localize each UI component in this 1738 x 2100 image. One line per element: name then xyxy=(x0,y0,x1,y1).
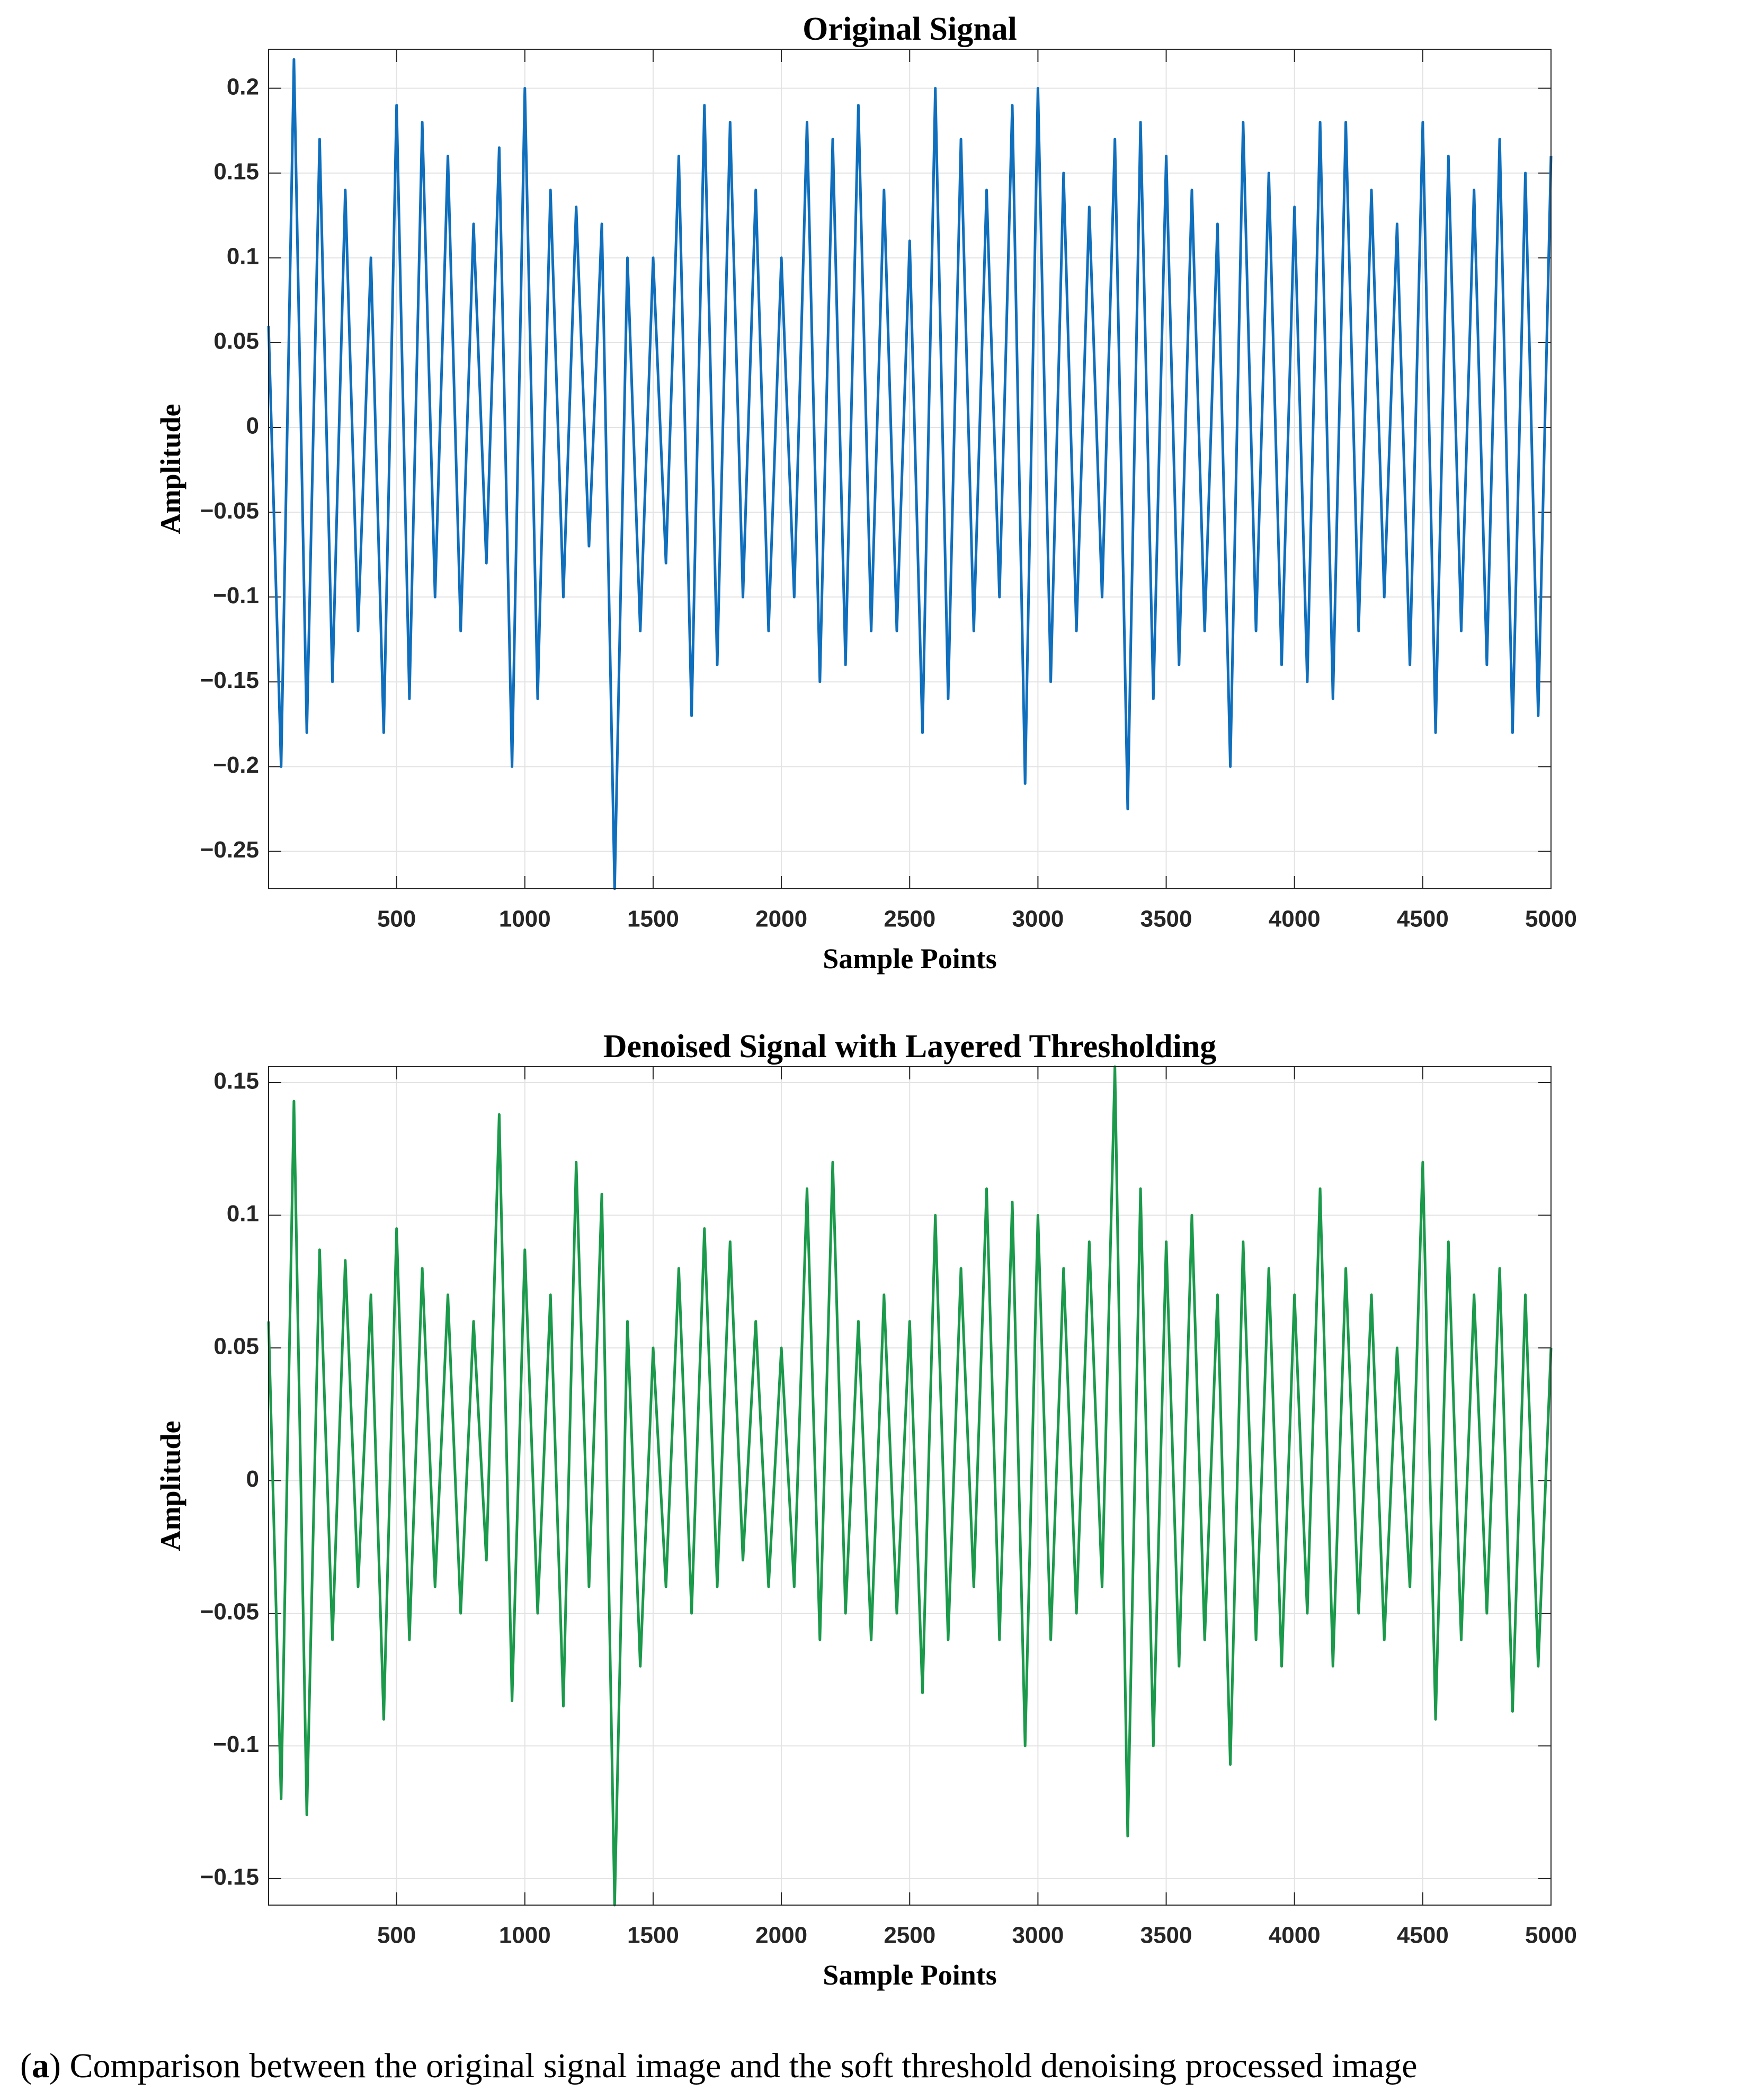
plot-frame xyxy=(268,1066,1552,1906)
x-tick-label: 2500 xyxy=(884,906,935,932)
x-tick-label: 2500 xyxy=(884,1923,935,1949)
y-tick-label: 0.1 xyxy=(227,243,259,269)
y-tick-label: −0.05 xyxy=(200,498,259,524)
y-tick-label: −0.1 xyxy=(213,1731,259,1757)
x-tick-label: 1000 xyxy=(499,906,551,932)
x-tick-label: 4500 xyxy=(1397,906,1449,932)
x-tick-label: 4000 xyxy=(1269,906,1321,932)
x-tick-label: 4000 xyxy=(1269,1923,1321,1949)
x-tick-label: 500 xyxy=(377,1923,416,1949)
y-tick-label: −0.1 xyxy=(213,583,259,609)
x-tick-label: 1500 xyxy=(627,1923,679,1949)
x-tick-label: 4500 xyxy=(1397,1923,1449,1949)
y-tick-label: −0.25 xyxy=(200,837,259,863)
x-axis-label: Sample Points xyxy=(823,1959,997,1991)
chart-title: Original Signal xyxy=(803,11,1017,47)
y-tick-label: −0.05 xyxy=(200,1599,259,1625)
caption: (a) Comparison between the original sign… xyxy=(20,2047,1418,2085)
y-tick-label: −0.15 xyxy=(200,667,259,693)
x-tick-label: 3000 xyxy=(1012,906,1064,932)
x-tick-label: 1500 xyxy=(627,906,679,932)
caption-text: Comparison between the original signal i… xyxy=(69,2047,1417,2085)
y-tick-label: 0.15 xyxy=(213,1068,259,1094)
x-tick-label: 2000 xyxy=(755,906,807,932)
x-tick-label: 5000 xyxy=(1525,906,1577,932)
x-tick-label: 500 xyxy=(377,906,416,932)
caption-label: a xyxy=(32,2047,49,2085)
signal-line xyxy=(267,58,1553,890)
x-tick-label: 1000 xyxy=(499,1923,551,1949)
y-tick-label: 0 xyxy=(246,413,259,439)
x-tick-label: 3000 xyxy=(1012,1923,1064,1949)
y-tick-label: 0.15 xyxy=(213,158,259,184)
y-tick-label: 0.05 xyxy=(213,1334,259,1360)
chart-title: Denoised Signal with Layered Thresholdin… xyxy=(603,1029,1217,1065)
x-tick-label: 2000 xyxy=(755,1923,807,1949)
y-tick-label: 0.05 xyxy=(213,328,259,354)
x-tick-label: 3500 xyxy=(1140,1923,1192,1949)
y-tick-label: 0.1 xyxy=(227,1201,259,1227)
y-tick-label: 0.2 xyxy=(227,74,259,100)
y-axis-label: Amplitude xyxy=(155,404,186,534)
y-tick-label: −0.15 xyxy=(200,1864,259,1890)
y-axis-label: Amplitude xyxy=(155,1420,186,1551)
x-tick-label: 3500 xyxy=(1140,906,1192,932)
plot-frame xyxy=(268,49,1552,889)
x-tick-label: 5000 xyxy=(1525,1923,1577,1949)
y-tick-label: −0.2 xyxy=(213,752,259,778)
x-axis-label: Sample Points xyxy=(823,943,997,975)
y-tick-label: 0 xyxy=(246,1466,259,1492)
signal-line xyxy=(267,1065,1553,1907)
